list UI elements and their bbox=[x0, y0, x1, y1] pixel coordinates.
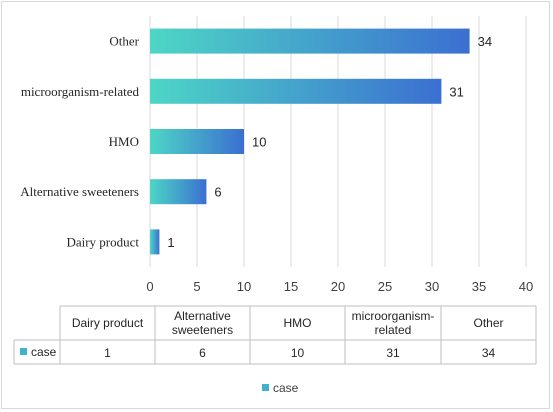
table-header-other: Other bbox=[473, 316, 503, 330]
bar-hmo bbox=[150, 129, 244, 154]
value-label-microorganism-related: 31 bbox=[449, 84, 463, 99]
bar-alternative-sweeteners bbox=[150, 179, 207, 205]
bar-dairy-product bbox=[150, 229, 160, 255]
value-labels: 1 6 10 31 34 bbox=[167, 34, 492, 250]
x-tick-label-30: 30 bbox=[425, 279, 439, 294]
legend-label: case bbox=[273, 381, 299, 395]
legend: case bbox=[262, 381, 299, 395]
value-label-dairy-product: 1 bbox=[167, 235, 174, 250]
x-tick-label-25: 25 bbox=[378, 279, 392, 294]
value-label-hmo: 10 bbox=[252, 135, 266, 150]
table-value-microorganism-related: 31 bbox=[386, 346, 400, 360]
table-row-label: case bbox=[31, 345, 57, 359]
table-value-other: 34 bbox=[482, 346, 496, 360]
x-tick-label-10: 10 bbox=[237, 279, 251, 294]
bar-other bbox=[150, 28, 470, 54]
table-header-dairy-product: Dairy product bbox=[72, 316, 144, 330]
x-tick-label-15: 15 bbox=[284, 279, 298, 294]
table-header-microorganism-related: microorganism-related bbox=[352, 309, 435, 337]
gridlines bbox=[149, 16, 527, 267]
value-label-other: 34 bbox=[478, 34, 492, 49]
value-label-alternative-sweeteners: 6 bbox=[214, 185, 221, 200]
table-series-key bbox=[20, 348, 27, 355]
category-label-microorganism-related: microorganism-related bbox=[21, 84, 140, 99]
table-header-alternative-sweeteners: Alternative sweeteners bbox=[172, 309, 233, 337]
category-label-other: Other bbox=[109, 34, 139, 49]
x-tick-label-35: 35 bbox=[472, 279, 486, 294]
table-value-dairy-product: 1 bbox=[104, 346, 111, 360]
table-header-hmo: HMO bbox=[284, 316, 312, 330]
table-value-hmo: 10 bbox=[291, 346, 305, 360]
bar-microorganism-related bbox=[150, 78, 442, 104]
data-table: Dairy product 1 Alternative sweeteners 6 HMO 1… bbox=[13, 305, 537, 365]
bars bbox=[150, 28, 470, 255]
x-tick-label-20: 20 bbox=[331, 279, 345, 294]
x-tick-label-5: 5 bbox=[193, 279, 200, 294]
x-tick-labels: 0 5 10 15 20 25 30 35 40 bbox=[146, 279, 533, 294]
table-value-alternative-sweeteners: 6 bbox=[199, 346, 206, 360]
x-tick-label-40: 40 bbox=[519, 279, 533, 294]
legend-key bbox=[262, 384, 269, 391]
category-label-dairy-product: Dairy product bbox=[66, 234, 139, 249]
category-label-hmo: HMO bbox=[109, 134, 139, 149]
x-tick-label-0: 0 bbox=[146, 279, 153, 294]
category-label-alternative-sweeteners: Alternative sweeteners bbox=[20, 184, 139, 199]
category-labels: Dairy product Alternative sweeteners HMO mi… bbox=[20, 34, 139, 250]
